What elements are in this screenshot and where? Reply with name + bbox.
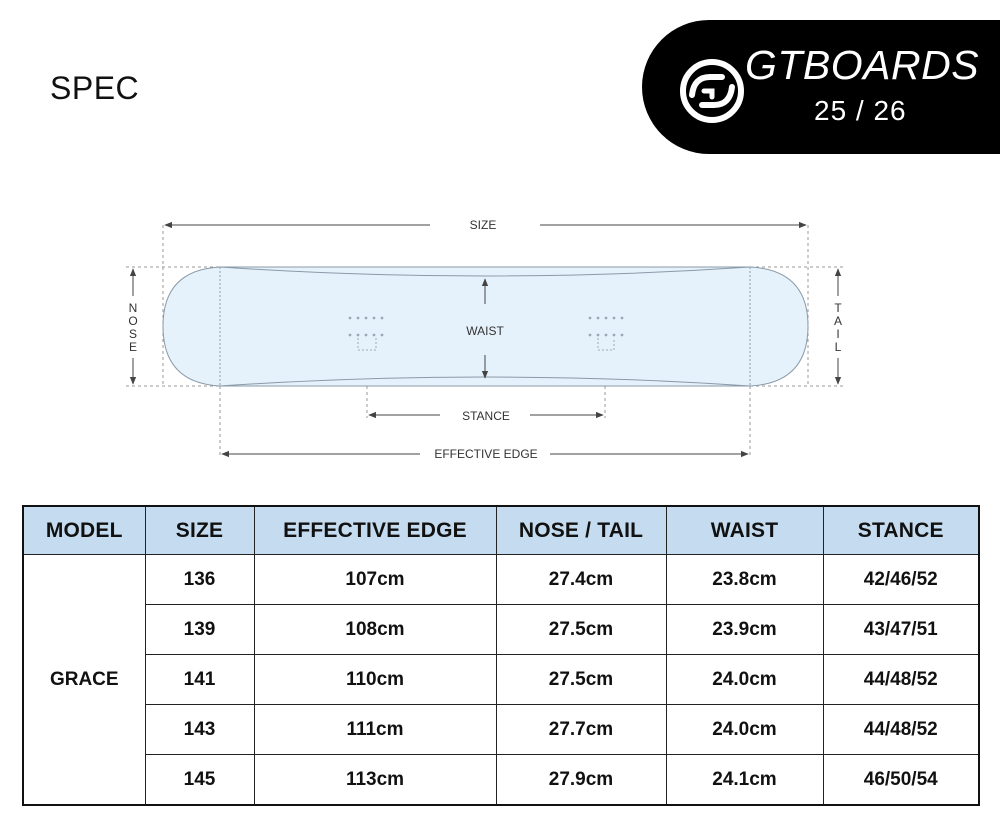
binding-inserts — [348, 316, 624, 337]
nose-letter: N — [129, 301, 138, 315]
stance-cell: 43/47/51 — [822, 604, 980, 655]
guide-lines — [126, 225, 845, 457]
nose-letter: E — [129, 340, 137, 354]
tail-letter: A — [834, 314, 842, 328]
nose-letter: O — [128, 314, 137, 328]
waist-cell: 24.0cm — [665, 654, 824, 705]
table-row: GRACE 136 107cm 27.4cm 23.8cm 42/46/52 — [22, 554, 980, 806]
size-cell: 136 — [144, 554, 255, 605]
brand-badge — [642, 20, 1000, 154]
board-diagram: SIZE WAIST STANCE EFFECTIVE EDGE N O S E… — [126, 218, 845, 461]
column-header-waist: WAIST — [665, 505, 824, 555]
waist-label: WAIST — [466, 324, 504, 338]
stance-cell: 46/50/54 — [822, 754, 980, 806]
column-header-model: MODEL — [22, 505, 146, 555]
size-cell: 145 — [144, 754, 255, 806]
effective-edge-cell: 113cm — [253, 754, 497, 806]
effective-edge-cell: 107cm — [253, 554, 497, 605]
nose-tail-cell: 27.5cm — [495, 604, 667, 655]
column-header-size: SIZE — [144, 505, 255, 555]
brand-name: GTBOARDS — [745, 42, 980, 88]
table-row: 139 108cm 27.5cm 23.9cm 43/47/51 — [23, 604, 980, 655]
stance-label: STANCE — [462, 409, 510, 423]
column-header-nose-tail: NOSE / TAIL — [495, 505, 667, 555]
tail-letter: I — [836, 327, 839, 341]
effective-edge-cell: 110cm — [253, 654, 497, 705]
column-header-stance: STANCE — [822, 505, 980, 555]
gtboards-logo-icon — [680, 59, 744, 123]
waist-cell: 24.1cm — [665, 754, 824, 806]
waist-cell: 23.9cm — [665, 604, 824, 655]
size-cell: 141 — [144, 654, 255, 705]
brand-season: 25 / 26 — [814, 95, 907, 126]
waist-cell: 23.8cm — [665, 554, 824, 605]
size-cell: 139 — [144, 604, 255, 655]
tail-letter: T — [834, 301, 842, 315]
column-header-effective-edge: EFFECTIVE EDGE — [253, 505, 497, 555]
tail-letter: L — [835, 340, 842, 354]
size-label: SIZE — [470, 218, 497, 232]
page-title: SPEC — [50, 70, 140, 106]
model-name-cell: GRACE — [22, 554, 146, 806]
stance-cell: 44/48/52 — [822, 704, 980, 755]
effective-edge-label: EFFECTIVE EDGE — [434, 447, 537, 461]
spec-table: MODEL SIZE EFFECTIVE EDGE NOSE / TAIL WA… — [22, 505, 980, 806]
stance-cell: 42/46/52 — [822, 554, 980, 605]
effective-edge-cell: 108cm — [253, 604, 497, 655]
nose-tail-cell: 27.9cm — [495, 754, 667, 806]
table-row: 141 110cm 27.5cm 24.0cm 44/48/52 — [23, 654, 980, 705]
waist-cell: 24.0cm — [665, 704, 824, 755]
effective-edge-cell: 111cm — [253, 704, 497, 755]
table-header-row: MODEL SIZE EFFECTIVE EDGE NOSE / TAIL WA… — [22, 505, 980, 555]
nose-tail-cell: 27.4cm — [495, 554, 667, 605]
table-row: 143 111cm 27.7cm 24.0cm 44/48/52 — [23, 704, 980, 755]
nose-letter: S — [129, 327, 137, 341]
size-cell: 143 — [144, 704, 255, 755]
nose-tail-cell: 27.5cm — [495, 654, 667, 705]
table-row: 145 113cm 27.9cm 24.1cm 46/50/54 — [23, 754, 980, 806]
stance-cell: 44/48/52 — [822, 654, 980, 705]
nose-tail-cell: 27.7cm — [495, 704, 667, 755]
